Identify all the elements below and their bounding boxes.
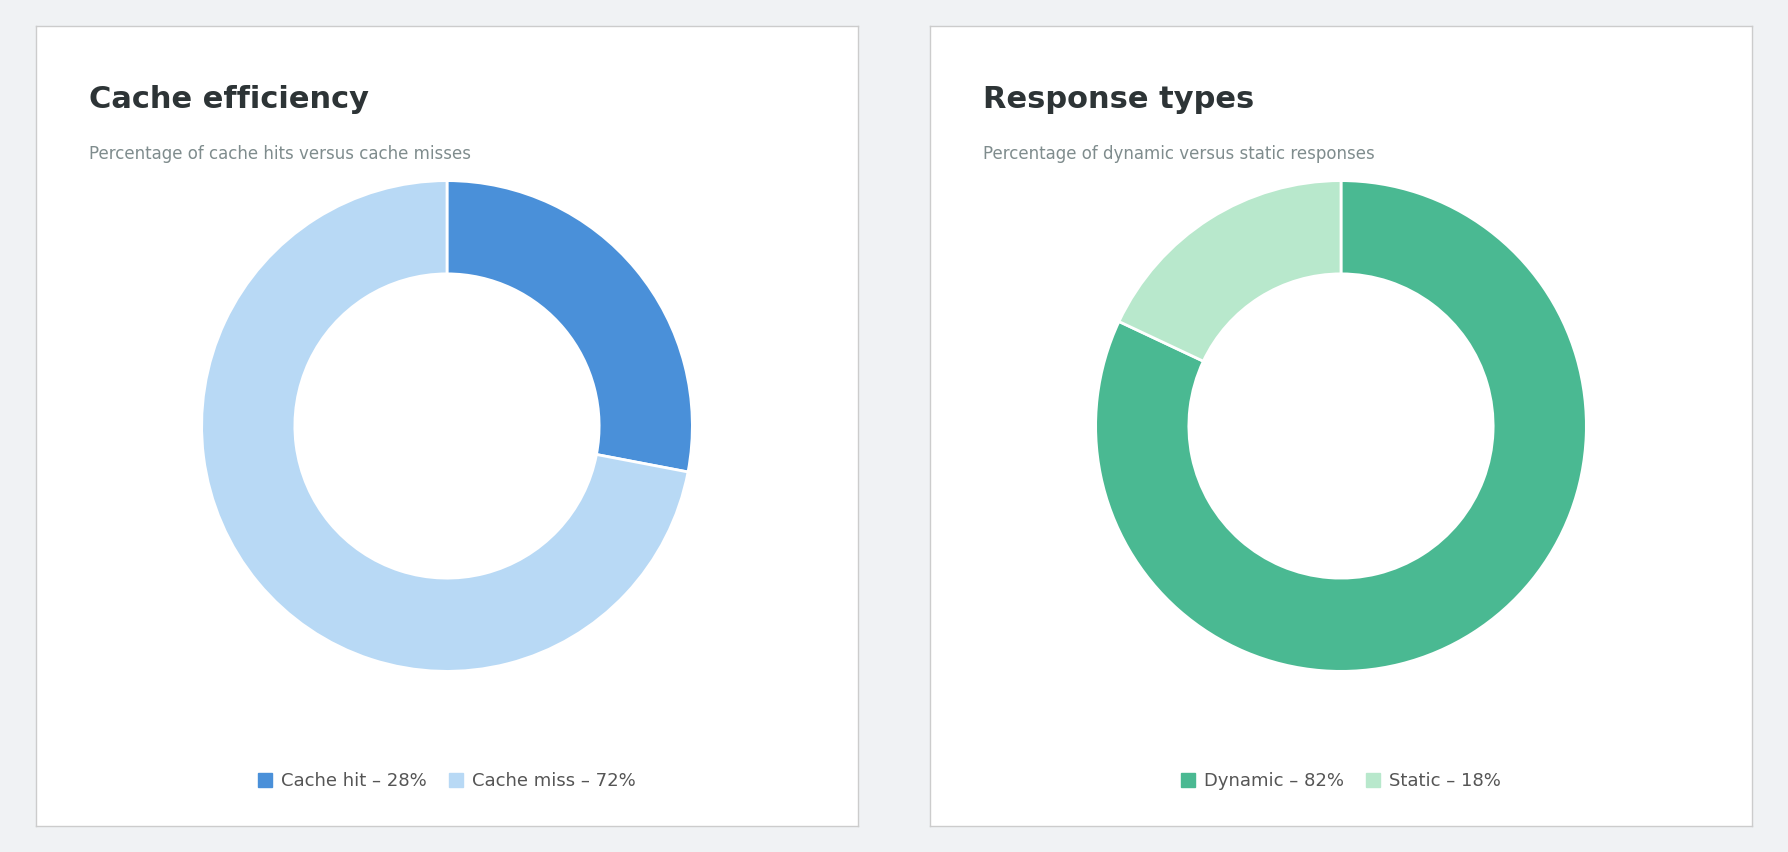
Wedge shape [202, 181, 688, 671]
Legend: Cache hit – 28%, Cache miss – 72%: Cache hit – 28%, Cache miss – 72% [250, 765, 644, 797]
Text: Percentage of cache hits versus cache misses: Percentage of cache hits versus cache mi… [89, 145, 472, 163]
Text: Percentage of dynamic versus static responses: Percentage of dynamic versus static resp… [983, 145, 1375, 163]
Wedge shape [447, 181, 692, 472]
Legend: Dynamic – 82%, Static – 18%: Dynamic – 82%, Static – 18% [1173, 765, 1509, 797]
Text: Cache efficiency: Cache efficiency [89, 85, 370, 114]
Wedge shape [1119, 181, 1341, 361]
Text: Response types: Response types [983, 85, 1255, 114]
Wedge shape [1096, 181, 1586, 671]
